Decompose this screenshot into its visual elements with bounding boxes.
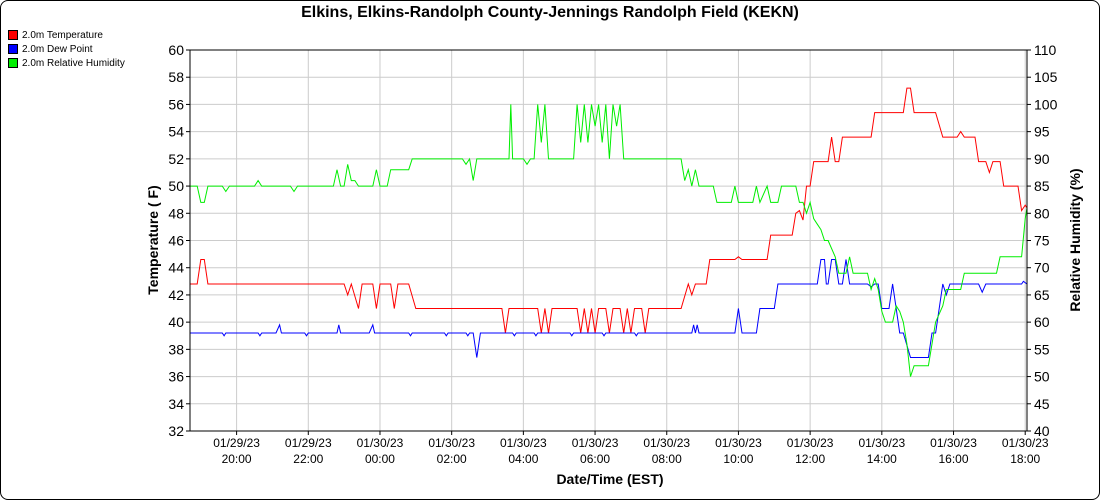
legend-item-relative-humidity: 2.0m Relative Humidity	[8, 56, 125, 70]
x-tick-label-time: 14:00	[867, 452, 897, 466]
x-tick-label-time: 18:00	[1010, 452, 1040, 466]
x-tick-label-time: 06:00	[580, 452, 610, 466]
x-tick-label-time: 22:00	[293, 452, 323, 466]
x-tick-label-time: 16:00	[939, 452, 969, 466]
x-tick-label-date: 01/30/23	[930, 436, 977, 450]
y-right-tick-label: 110	[1034, 42, 1057, 58]
x-axis-label: Date/Time (EST)	[556, 471, 663, 487]
x-tick-label-date: 01/29/23	[285, 436, 332, 450]
x-tick-label-date: 01/30/23	[858, 436, 905, 450]
legend-label-dew-point: 2.0m Dew Point	[22, 43, 93, 55]
y-right-tick-label: 65	[1034, 287, 1050, 303]
x-tick-label-time: 00:00	[365, 452, 395, 466]
series-line-relative-humidity	[190, 104, 1028, 377]
y-left-tick-label: 36	[168, 369, 184, 385]
y-right-tick-label: 60	[1034, 314, 1050, 330]
y-axis-left-label: Temperature ( F)	[145, 185, 161, 294]
x-tick-label-date: 01/30/23	[715, 436, 762, 450]
legend-swatch-dew-point	[8, 44, 18, 54]
grid-lines	[190, 49, 1027, 432]
y-axis-right-label: Relative Humidity (%)	[1067, 168, 1083, 311]
plot-area-border	[189, 49, 1028, 432]
x-tick-label-date: 01/30/23	[572, 436, 619, 450]
chart-title: Elkins, Elkins-Randolph County-Jennings …	[301, 4, 799, 21]
x-tick-label-time: 04:00	[508, 452, 538, 466]
legend-item-dew-point: 2.0m Dew Point	[8, 42, 125, 56]
y-right-tick-label: 100	[1034, 96, 1058, 112]
y-left-tick-label: 52	[168, 151, 184, 167]
x-tick-label-date: 01/30/23	[357, 436, 404, 450]
y-right-tick-label: 75	[1034, 233, 1050, 249]
y-right-tick-label: 45	[1034, 396, 1050, 412]
x-tick-label-time: 02:00	[437, 452, 467, 466]
y-left-tick-label: 56	[168, 96, 184, 112]
y-right-tick-label: 95	[1034, 124, 1050, 140]
legend-swatch-temperature	[8, 30, 18, 40]
y-right-tick-label: 80	[1034, 205, 1050, 221]
y-right-tick-label: 40	[1034, 423, 1050, 439]
legend-swatch-relative-humidity	[8, 58, 18, 68]
y-right-tick-label: 70	[1034, 260, 1050, 276]
y-right-tick-label: 105	[1034, 69, 1058, 85]
y-left-tick-label: 38	[168, 341, 184, 357]
y-left-tick-label: 34	[168, 396, 184, 412]
y-right-tick-label: 85	[1034, 178, 1050, 194]
y-left-tick-label: 54	[168, 124, 184, 140]
y-left-tick-label: 46	[168, 233, 184, 249]
series-line-temperature	[190, 87, 1028, 334]
series-line-dew-point	[190, 259, 1028, 358]
legend-label-temperature: 2.0m Temperature	[22, 29, 103, 41]
y-left-tick-label: 40	[168, 314, 184, 330]
y-left-tick-label: 42	[168, 287, 184, 303]
x-tick-label-date: 01/30/23	[643, 436, 690, 450]
x-tick-label-date: 01/30/23	[1002, 436, 1049, 450]
y-right-tick-label: 55	[1034, 341, 1050, 357]
x-tick-label-time: 10:00	[723, 452, 753, 466]
x-tick-label-time: 20:00	[222, 452, 252, 466]
series-lines	[190, 87, 1028, 377]
x-tick-label-time: 12:00	[795, 452, 825, 466]
y-left-tick-label: 58	[168, 69, 184, 85]
x-tick-label-date: 01/30/23	[787, 436, 834, 450]
legend-item-temperature: 2.0m Temperature	[8, 28, 125, 42]
y-left-tick-label: 48	[168, 205, 184, 221]
x-tick-label-date: 01/29/23	[213, 436, 260, 450]
y-left-tick-label: 50	[168, 178, 184, 194]
y-right-tick-label: 50	[1034, 369, 1050, 385]
legend: 2.0m Temperature 2.0m Dew Point 2.0m Rel…	[8, 28, 125, 70]
axes: 32 34 36 38 40 42 44 46 48 50 52 54 56 58 60 40 45 50 55 60…	[168, 42, 1057, 466]
y-left-tick-label: 32	[168, 423, 184, 439]
y-right-tick-label: 90	[1034, 151, 1050, 167]
x-tick-label-time: 08:00	[652, 452, 682, 466]
x-tick-label-date: 01/30/23	[500, 436, 547, 450]
legend-label-relative-humidity: 2.0m Relative Humidity	[22, 57, 125, 69]
x-tick-label-date: 01/30/23	[428, 436, 475, 450]
y-left-tick-label: 44	[168, 260, 184, 276]
y-left-tick-label: 60	[168, 42, 184, 58]
